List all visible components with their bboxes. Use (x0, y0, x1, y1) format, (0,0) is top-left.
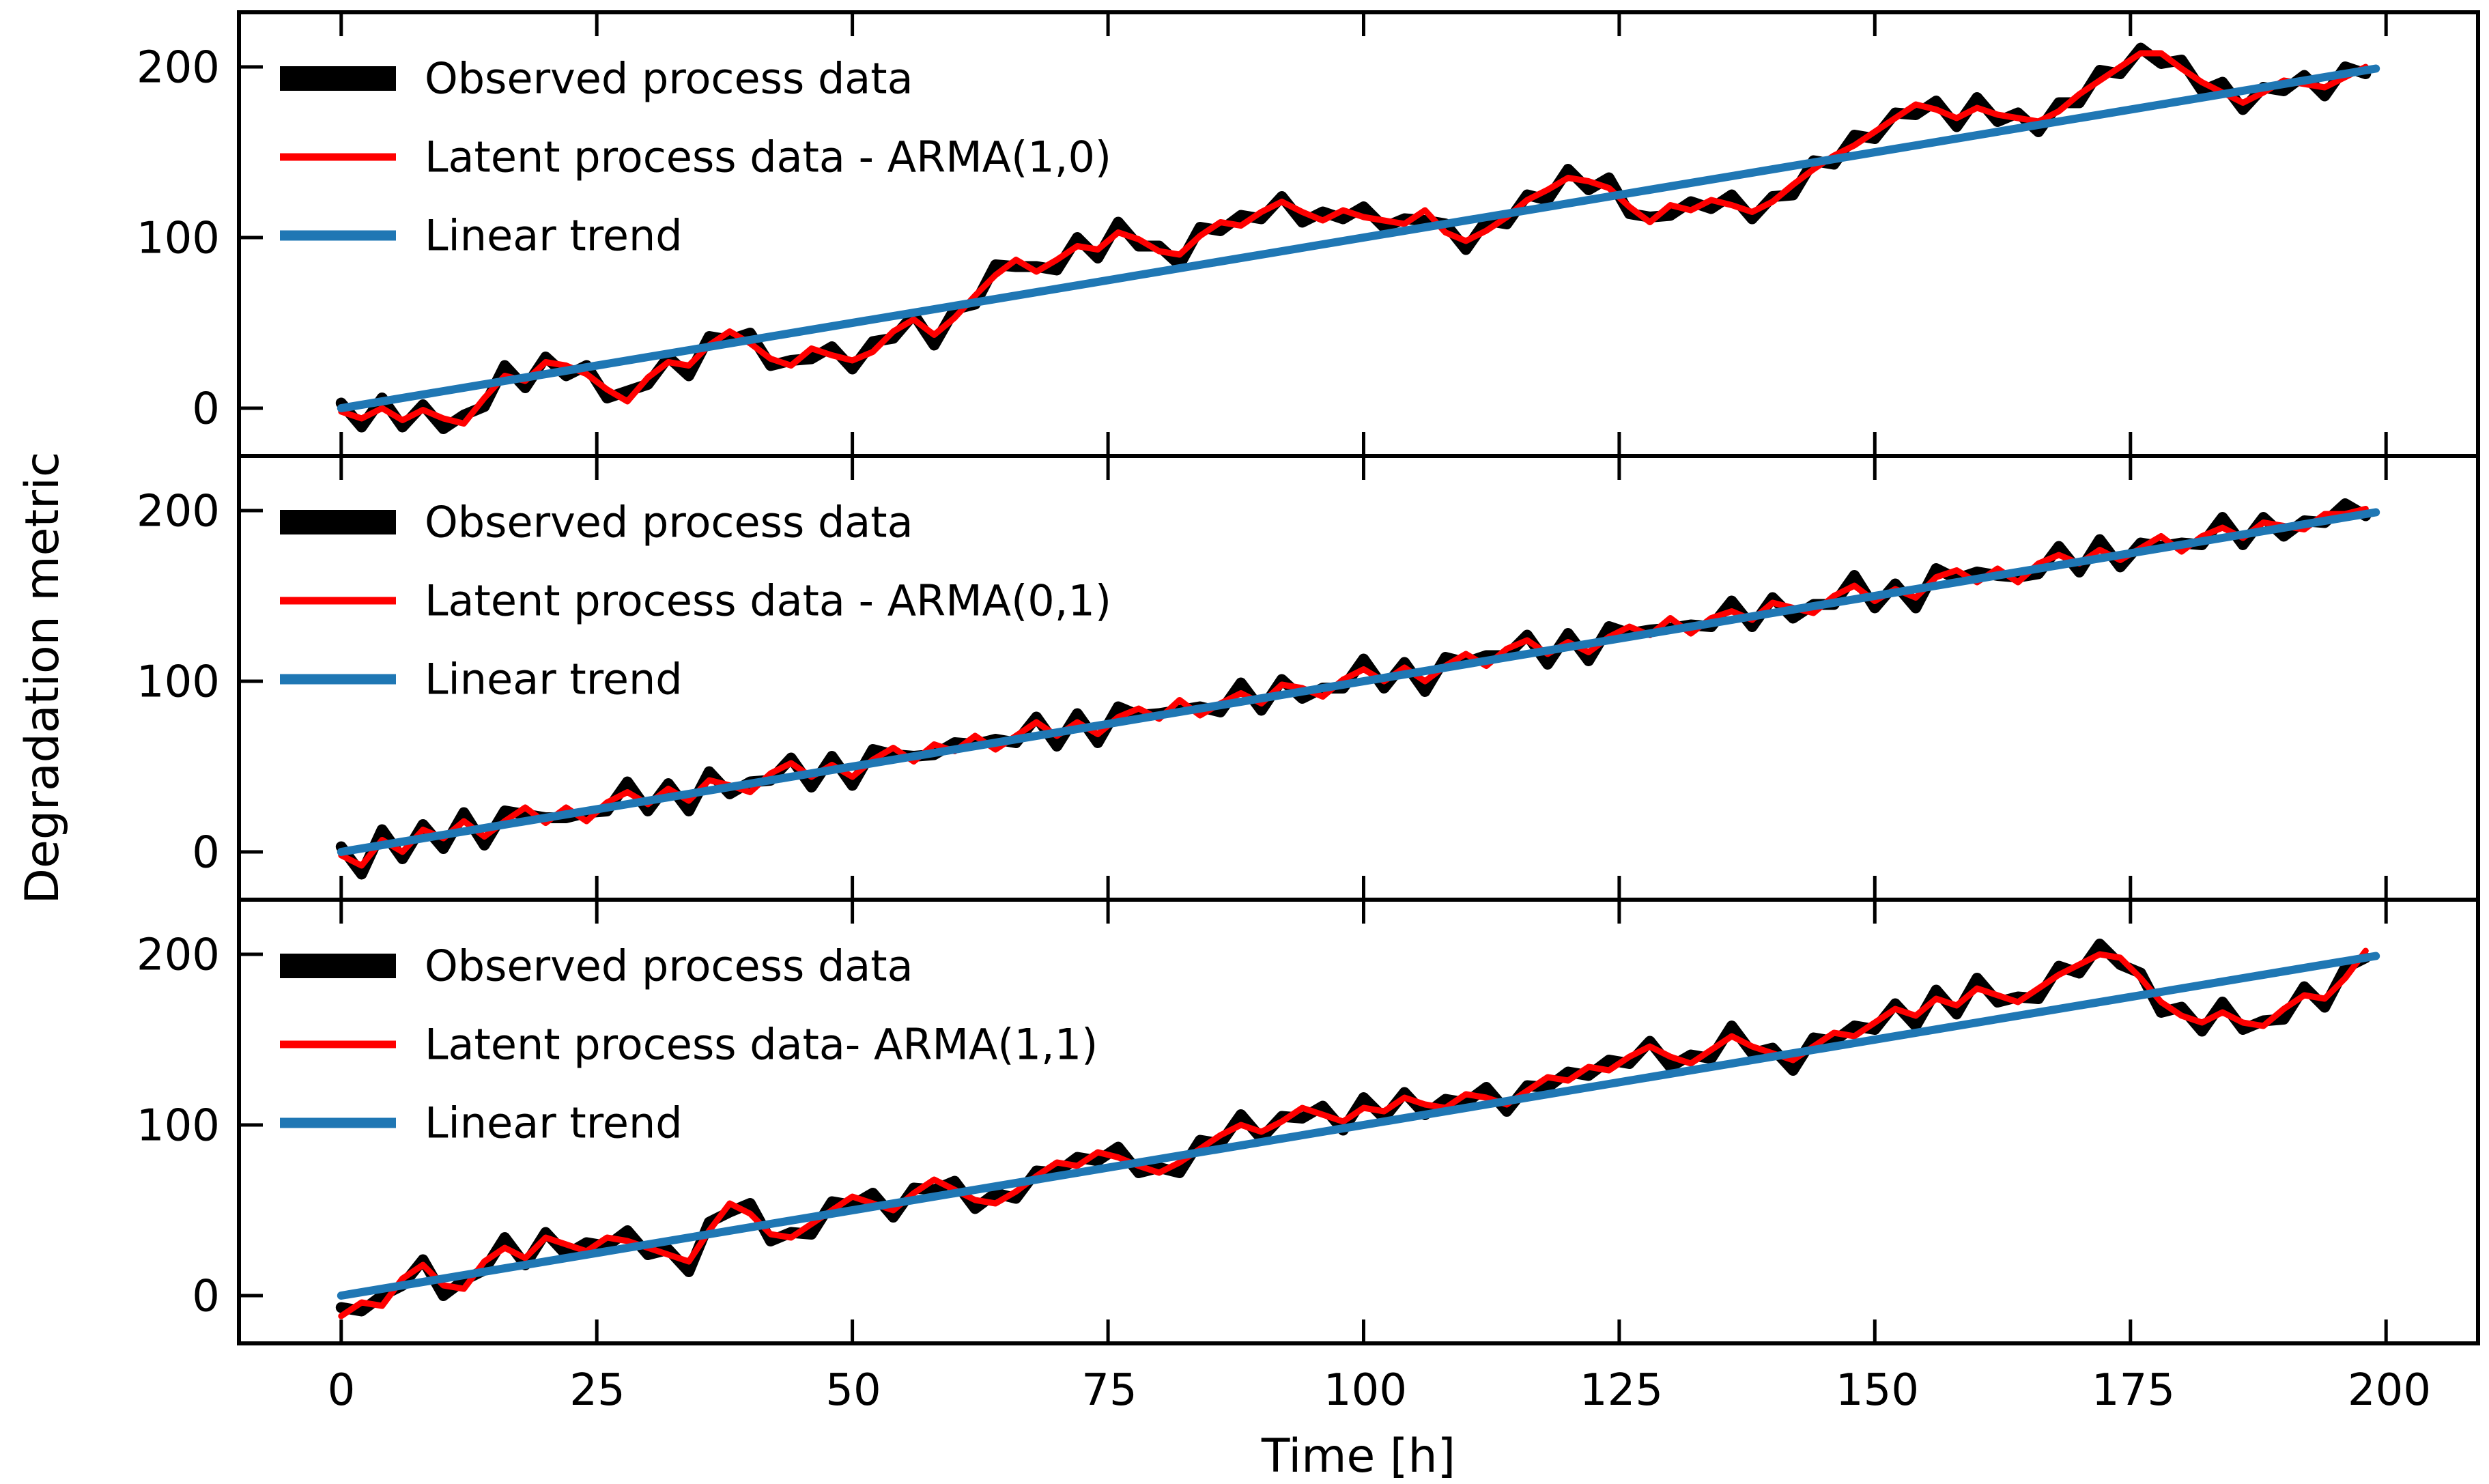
y-tick-labels-subplot-3: 200 100 0 (137, 930, 220, 1322)
subplot-3-frame (237, 898, 2480, 1345)
subplot-1-trend-line (337, 64, 2380, 412)
subplot-3 (237, 898, 2480, 1345)
x-tick-label: 150 (1836, 1365, 1919, 1416)
plots-layer (237, 10, 2480, 1345)
legend-subplot-1: Observed process data Latent process dat… (280, 54, 1111, 261)
legend-label-trend: Linear trend (425, 1098, 683, 1148)
y-tick-labels-subplot-2: 200 100 0 (137, 486, 220, 878)
y-axis-label: Degradation metric (16, 452, 70, 904)
y-tick-label: 100 (137, 1100, 220, 1151)
legend-label-latent: Latent process data - ARMA(0,1) (425, 576, 1111, 626)
legend-label-trend: Linear trend (425, 211, 683, 261)
y-tick-label: 100 (137, 213, 220, 263)
subplot-2-trend-line (337, 508, 2380, 856)
x-tick-label: 100 (1324, 1365, 1407, 1416)
legend-label-latent: Latent process data- ARMA(1,1) (425, 1020, 1098, 1070)
y-tick-label: 0 (192, 827, 220, 878)
x-tick-labels: 0 25 50 75 100 125 150 175 200 (328, 1365, 2431, 1416)
legend-label-latent: Latent process data - ARMA(1,0) (425, 132, 1111, 182)
y-tick-label: 200 (137, 42, 220, 93)
x-tick-label: 125 (1580, 1365, 1663, 1416)
subplot-3-trend-line (337, 952, 2380, 1300)
y-tick-label: 0 (192, 1271, 220, 1322)
subplot-1-latent-line (338, 50, 2369, 427)
legend-label-observed: Observed process data (425, 54, 913, 104)
x-tick-label: 75 (1081, 1365, 1137, 1416)
subplot-1 (237, 10, 2480, 458)
x-tick-label: 200 (2348, 1365, 2431, 1416)
legend-label-observed: Observed process data (425, 941, 913, 991)
y-tick-label: 200 (137, 486, 220, 537)
legend-label-observed: Observed process data (425, 498, 913, 547)
y-tick-label: 200 (137, 930, 220, 980)
y-tick-labels-subplot-1: 200 100 0 (137, 42, 220, 434)
x-tick-label: 50 (825, 1365, 881, 1416)
x-axis-label: Time [h] (1261, 1429, 1455, 1483)
legend-subplot-2: Observed process data Latent process dat… (280, 498, 1111, 704)
legend-label-trend: Linear trend (425, 655, 683, 704)
x-tick-label: 175 (2092, 1365, 2175, 1416)
y-tick-label: 100 (137, 657, 220, 707)
legend-subplot-3: Observed process data Latent process dat… (280, 941, 1098, 1148)
subplot-3-latent-line (338, 947, 2369, 1319)
x-tick-label: 25 (569, 1365, 625, 1416)
x-tick-label: 0 (328, 1365, 356, 1416)
y-tick-label: 0 (192, 384, 220, 434)
